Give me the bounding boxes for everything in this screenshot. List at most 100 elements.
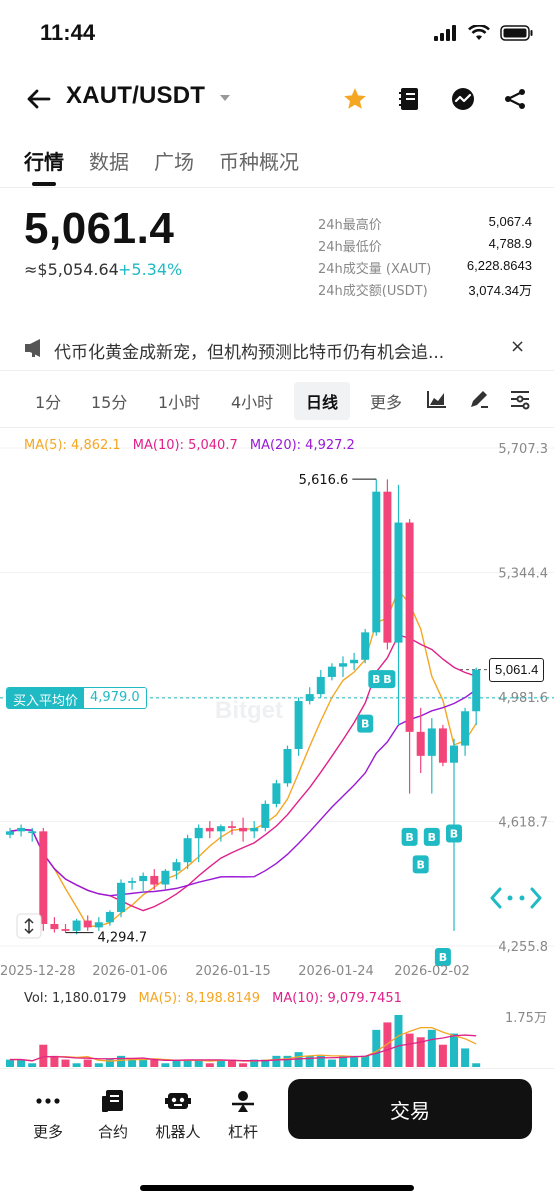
- chart-type-icon[interactable]: [425, 387, 449, 411]
- tab-data[interactable]: 数据: [89, 150, 129, 174]
- buy-marker-label: B: [383, 673, 391, 686]
- volume-bar: [28, 1063, 37, 1067]
- interval-1h[interactable]: 1小时: [158, 393, 201, 412]
- buy-marker: [446, 824, 462, 843]
- caret-down-icon[interactable]: [218, 92, 232, 104]
- candle-body: [105, 911, 114, 923]
- interval-1m[interactable]: 1分: [35, 393, 62, 412]
- ma-legend: MA(5): 4,862.1 MA(10): 5,040.7 MA(20): 4…: [24, 438, 363, 453]
- candle-body: [216, 826, 225, 832]
- margin-button[interactable]: 杠杆: [217, 1087, 269, 1142]
- volume-bar: [50, 1055, 59, 1067]
- volume-bar: [194, 1059, 203, 1067]
- lever-icon: [232, 1091, 254, 1112]
- candle-body: [61, 929, 70, 931]
- buy-marker-label: B: [372, 673, 380, 686]
- notebook-button[interactable]: [394, 84, 424, 114]
- volume-bar: [161, 1063, 170, 1067]
- volume-bar: [450, 1033, 458, 1067]
- candle-body: [283, 748, 292, 784]
- volume-bar: [216, 1059, 225, 1067]
- volume-bar: [17, 1059, 26, 1067]
- candle-body: [427, 728, 436, 756]
- y-tick-label: 4,981.6: [498, 691, 548, 706]
- draw-tool-icon[interactable]: [467, 387, 491, 411]
- volume-bar: [394, 1015, 403, 1067]
- close-icon[interactable]: ×: [510, 336, 526, 357]
- volume-bar: [294, 1052, 303, 1067]
- volume-bar: [272, 1055, 281, 1067]
- interval-15m[interactable]: 15分: [91, 393, 128, 412]
- trade-button[interactable]: 交易: [288, 1079, 532, 1139]
- tab-coin-overview[interactable]: 币种概况: [219, 150, 299, 174]
- stats-24h: 24h最高价 5,067.4 24h最低价 4,788.9 24h成交量 (XA…: [318, 214, 532, 302]
- candle-body: [405, 522, 414, 732]
- stat-value: 3,074.34万: [468, 283, 532, 298]
- buy-marker: [401, 827, 418, 846]
- indicator-settings-icon[interactable]: [508, 387, 532, 411]
- wifi-icon: [468, 25, 490, 40]
- header: XAUT/USDT: [0, 72, 554, 126]
- candle-body: [183, 838, 192, 863]
- volume-svg: [6, 1015, 481, 1067]
- volume-bar: [94, 1063, 103, 1067]
- candle-body: [272, 783, 281, 804]
- volume-bar: [239, 1063, 248, 1067]
- news-ticker[interactable]: 代币化黄金成新宠，但机构预测比特币仍有机会追... ×: [0, 326, 554, 372]
- scroll-dot: [519, 895, 525, 901]
- news-headline[interactable]: 代币化黄金成新宠，但机构预测比特币仍有机会追...: [54, 343, 445, 363]
- buy-marker-label: B: [361, 718, 369, 731]
- buy-marker-label: B: [428, 831, 436, 844]
- buy-marker-label: B: [450, 827, 458, 840]
- ai-assistant-button[interactable]: [448, 84, 478, 114]
- tab-market[interactable]: 行情: [24, 150, 64, 174]
- interval-more[interactable]: 更多: [370, 393, 403, 412]
- buy-marker-label: B: [405, 831, 413, 844]
- more-label: 更多: [32, 1123, 63, 1141]
- buy-marker: [357, 714, 374, 733]
- stat-label: 24h最低价: [318, 240, 382, 255]
- interval-4h[interactable]: 4小时: [231, 393, 274, 412]
- kline-chart[interactable]: 5,707.3 5,344.4 4,981.6 4,618.7 4,255.8 Bitge…: [0, 428, 554, 980]
- avg-buy-value: 4,979.0: [84, 688, 146, 708]
- bot-button[interactable]: 机器人: [152, 1087, 204, 1142]
- arrow-left-icon: [27, 89, 51, 109]
- buy-marker: [412, 855, 429, 874]
- volume-bar: [61, 1059, 70, 1067]
- back-button[interactable]: [24, 84, 54, 114]
- buy-marker: [379, 670, 396, 689]
- candle-body: [305, 694, 314, 701]
- section-tabs: 行情 数据 广场 币种概况: [0, 140, 554, 188]
- candle-body: [294, 700, 303, 749]
- last-price-marker: 5,061.4: [489, 658, 545, 682]
- interval-1d[interactable]: 日线: [294, 382, 351, 420]
- battery-icon: [500, 25, 533, 41]
- home-indicator: [140, 1185, 414, 1191]
- tab-square[interactable]: 广场: [154, 150, 194, 174]
- volume-bar: [461, 1048, 470, 1067]
- x-tick-label: 2026-01-06: [92, 964, 168, 979]
- favorite-star-button[interactable]: [340, 84, 370, 114]
- buy-marker-label: B: [439, 951, 447, 964]
- volume-bar: [250, 1059, 259, 1067]
- y-tick-label: 4,255.8: [498, 940, 548, 955]
- volume-bar: [327, 1059, 336, 1067]
- bottom-action-bar: 更多 合约 机器人: [0, 1068, 554, 1199]
- share-button[interactable]: [500, 84, 530, 114]
- more-button[interactable]: 更多: [22, 1087, 74, 1142]
- futures-label: 合约: [97, 1123, 128, 1141]
- pair-title[interactable]: XAUT/USDT: [66, 82, 206, 109]
- volume-bar: [316, 1055, 325, 1067]
- volume-bar: [427, 1029, 436, 1067]
- price-change: +5.34%: [118, 260, 183, 279]
- volume-bar: [350, 1055, 359, 1067]
- kline-svg[interactable]: 5,707.3 5,344.4 4,981.6 4,618.7 4,255.8 Bitge…: [0, 428, 554, 980]
- stat-row: 24h成交量 (XAUT) 6,228.8643: [318, 258, 532, 280]
- volume-bar: [372, 1029, 381, 1067]
- high-price-label: 5,616.6: [299, 473, 349, 488]
- low-price-label: 4,294.7: [98, 931, 148, 946]
- volume-bar: [128, 1059, 137, 1067]
- volume-bar: [305, 1055, 314, 1067]
- candle-body: [350, 659, 359, 664]
- futures-button[interactable]: 合约: [87, 1087, 139, 1142]
